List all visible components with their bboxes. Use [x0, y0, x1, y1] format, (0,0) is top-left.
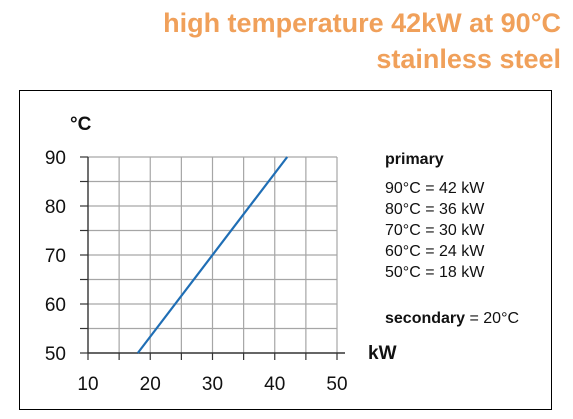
x-tick-label: 30: [202, 374, 223, 395]
y-axis-label: °C: [70, 114, 92, 135]
tick-labels: 50 60 70 80 90 10 20 30 40 50: [45, 148, 348, 395]
series-layer: [136, 156, 289, 354]
x-tick-label: 10: [77, 374, 98, 395]
legend-heading: primary: [385, 151, 444, 168]
y-tick-label: 60: [45, 295, 66, 316]
chart-axes: [80, 156, 345, 360]
secondary-note: secondary = 20°C: [385, 309, 519, 329]
x-tick-label: 50: [326, 374, 347, 395]
x-axis-label: kW: [368, 343, 397, 364]
page-title: high temperature 42kW at 90°C: [163, 8, 561, 38]
chart-grid: [88, 156, 338, 353]
x-tick-label: 40: [264, 374, 285, 395]
y-tick-label: 50: [45, 344, 66, 365]
secondary-value: = 20°C: [465, 310, 520, 327]
x-tick-label: 20: [140, 374, 161, 395]
legend-entry: 80°C = 36 kW: [385, 201, 485, 218]
page-subtitle: stainless steel: [376, 44, 561, 74]
secondary-label: secondary: [385, 310, 466, 327]
y-tick-label: 90: [45, 148, 66, 169]
y-tick-label: 80: [45, 197, 66, 218]
legend-entry: 70°C = 30 kW: [385, 222, 485, 239]
chart-frame: [19, 90, 552, 410]
legend-entry: 50°C = 18 kW: [385, 264, 485, 281]
legend-entry: 90°C = 42 kW: [385, 180, 485, 197]
legend-entry: 60°C = 24 kW: [385, 243, 485, 260]
series-line: [136, 156, 289, 354]
y-tick-label: 70: [45, 246, 66, 267]
